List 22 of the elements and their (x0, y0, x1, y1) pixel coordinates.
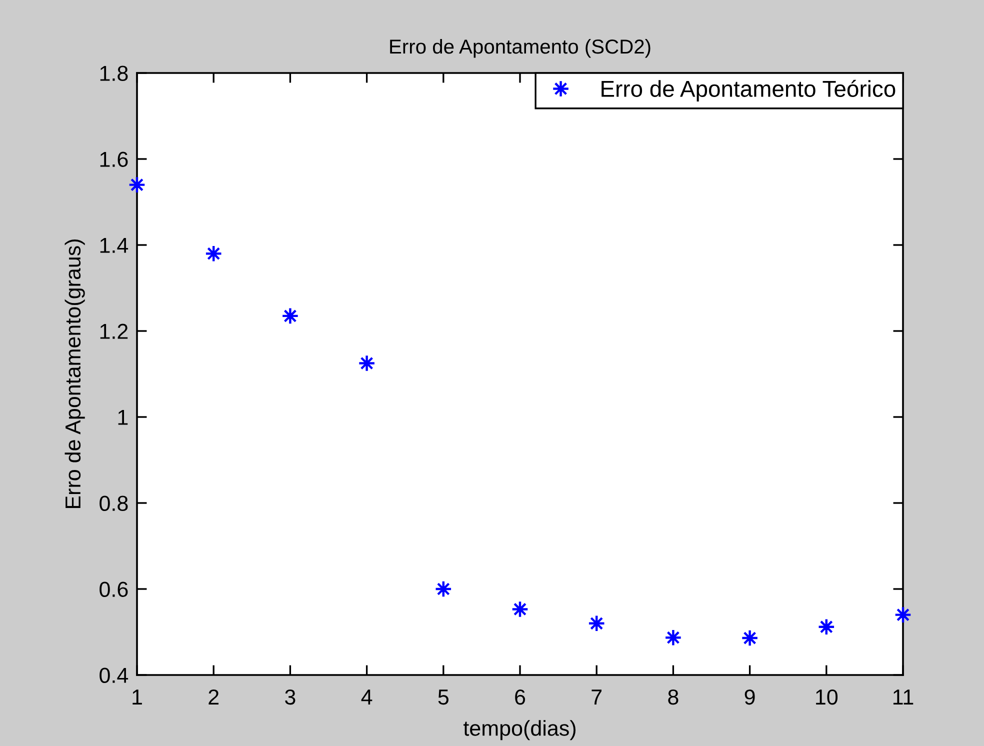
y-tick-label: 1.4 (100, 238, 128, 253)
x-tick-label: 6 (515, 689, 526, 705)
y-tick-label: 0.6 (100, 582, 128, 598)
y-tick-label: 0.8 (100, 496, 128, 512)
x-tick-label: 8 (668, 689, 678, 705)
x-tick-label: 1 (132, 690, 142, 704)
y-tick-label: 1 (118, 410, 128, 425)
x-tick-label: 3 (285, 689, 296, 705)
x-tick-label: 11 (893, 690, 914, 704)
chart-title: Erro de Apontamento (SCD2) (390, 38, 650, 58)
x-tick-label: 7 (592, 690, 602, 704)
y-tick-label: 1.2 (100, 324, 128, 339)
y-tick-label: 0.4 (100, 668, 128, 684)
y-tick-label: 1.6 (100, 152, 128, 168)
x-tick-label: 2 (208, 689, 219, 704)
x-tick-label: 4 (361, 690, 372, 704)
y-tick-label: 1.8 (100, 66, 128, 82)
x-tick-label: 10 (816, 689, 838, 705)
y-axis-title: Erro de Apontamento(graus) (64, 240, 85, 508)
x-tick-label: 5 (438, 690, 448, 705)
x-axis-title: tempo(dias) (464, 720, 576, 740)
x-tick-label: 9 (744, 689, 755, 705)
